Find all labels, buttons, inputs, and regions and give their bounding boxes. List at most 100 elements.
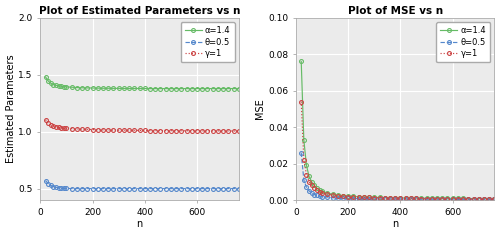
- γ=1: [418, 197, 424, 200]
- α=1.4: [306, 175, 312, 178]
- γ=1: [58, 126, 64, 129]
- θ=0.5: [298, 151, 304, 154]
- α=1.4: [178, 87, 184, 90]
- γ=1: [95, 128, 101, 131]
- θ=0.5: [476, 198, 482, 201]
- γ=1: [429, 197, 435, 200]
- θ=0.5: [408, 198, 414, 200]
- θ=0.5: [306, 189, 312, 192]
- θ=0.5: [132, 187, 138, 190]
- θ=0.5: [173, 187, 179, 190]
- θ=0.5: [330, 196, 336, 199]
- θ=0.5: [142, 187, 148, 190]
- α=1.4: [210, 87, 216, 90]
- θ=0.5: [147, 187, 153, 190]
- γ=1: [356, 196, 362, 199]
- α=1.4: [173, 87, 179, 90]
- γ=1: [316, 190, 322, 193]
- α=1.4: [56, 84, 62, 87]
- γ=1: [50, 125, 56, 127]
- θ=0.5: [392, 198, 398, 200]
- γ=1: [492, 198, 498, 200]
- θ=0.5: [301, 179, 307, 181]
- α=1.4: [142, 87, 148, 90]
- γ=1: [460, 198, 466, 200]
- α=1.4: [64, 86, 70, 88]
- γ=1: [481, 198, 487, 200]
- θ=0.5: [486, 198, 492, 201]
- θ=0.5: [324, 196, 330, 199]
- α=1.4: [319, 190, 325, 193]
- α=1.4: [434, 197, 440, 200]
- Title: Plot of Estimated Parameters vs n: Plot of Estimated Parameters vs n: [39, 6, 240, 16]
- α=1.4: [392, 196, 398, 199]
- α=1.4: [429, 197, 435, 200]
- γ=1: [314, 189, 320, 192]
- α=1.4: [61, 85, 67, 88]
- θ=0.5: [136, 187, 142, 190]
- θ=0.5: [210, 187, 216, 190]
- α=1.4: [387, 196, 393, 199]
- θ=0.5: [48, 184, 54, 187]
- α=1.4: [361, 196, 367, 198]
- θ=0.5: [105, 187, 111, 190]
- γ=1: [304, 173, 310, 176]
- γ=1: [230, 129, 236, 132]
- α=1.4: [304, 164, 310, 167]
- θ=0.5: [434, 198, 440, 201]
- γ=1: [376, 196, 382, 199]
- γ=1: [226, 129, 232, 132]
- α=1.4: [366, 196, 372, 199]
- γ=1: [476, 198, 482, 200]
- γ=1: [402, 197, 408, 200]
- γ=1: [194, 129, 200, 132]
- γ=1: [210, 129, 216, 132]
- γ=1: [466, 198, 471, 200]
- θ=0.5: [345, 197, 351, 200]
- θ=0.5: [316, 195, 322, 197]
- θ=0.5: [413, 198, 419, 201]
- γ=1: [105, 129, 111, 131]
- α=1.4: [398, 196, 404, 199]
- α=1.4: [90, 87, 96, 90]
- θ=0.5: [68, 187, 74, 190]
- α=1.4: [132, 87, 138, 90]
- α=1.4: [376, 196, 382, 199]
- θ=0.5: [121, 187, 127, 190]
- θ=0.5: [50, 185, 56, 188]
- θ=0.5: [492, 198, 498, 201]
- θ=0.5: [429, 198, 435, 201]
- α=1.4: [45, 80, 51, 82]
- γ=1: [121, 129, 127, 132]
- α=1.4: [476, 197, 482, 200]
- θ=0.5: [450, 198, 456, 201]
- θ=0.5: [319, 195, 325, 198]
- α=1.4: [356, 195, 362, 198]
- γ=1: [64, 127, 70, 129]
- α=1.4: [298, 60, 304, 63]
- θ=0.5: [387, 198, 393, 200]
- θ=0.5: [236, 187, 242, 190]
- θ=0.5: [366, 197, 372, 200]
- θ=0.5: [74, 187, 80, 190]
- γ=1: [74, 128, 80, 130]
- γ=1: [439, 197, 445, 200]
- γ=1: [392, 197, 398, 200]
- θ=0.5: [126, 187, 132, 190]
- α=1.4: [116, 87, 121, 90]
- Y-axis label: MSE: MSE: [256, 98, 266, 119]
- γ=1: [116, 129, 121, 132]
- α=1.4: [350, 195, 356, 198]
- α=1.4: [58, 85, 64, 88]
- α=1.4: [105, 87, 111, 90]
- γ=1: [184, 129, 190, 132]
- θ=0.5: [45, 182, 51, 185]
- γ=1: [486, 198, 492, 200]
- γ=1: [45, 122, 51, 125]
- θ=0.5: [382, 198, 388, 200]
- θ=0.5: [61, 187, 67, 190]
- γ=1: [84, 128, 90, 131]
- θ=0.5: [444, 198, 450, 201]
- γ=1: [319, 191, 325, 194]
- γ=1: [450, 197, 456, 200]
